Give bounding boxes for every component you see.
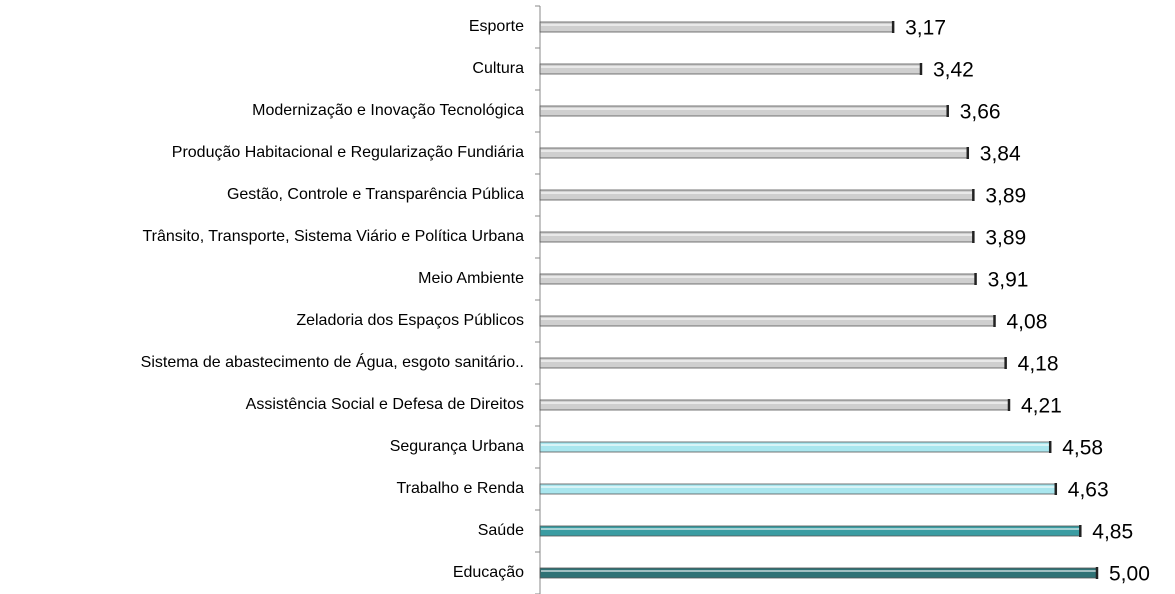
y-tick-label: Gestão, Controle e Transparência Pública (227, 186, 524, 203)
bar (539, 63, 922, 75)
bar-highlight (541, 402, 1008, 404)
bar (539, 21, 894, 33)
bar (539, 105, 949, 117)
y-tick-label: Meio Ambiente (418, 270, 524, 287)
bar (539, 483, 1057, 495)
y-tick-label: Trânsito, Transporte, Sistema Viário e P… (142, 228, 524, 245)
data-label: 4,58 (1062, 437, 1103, 460)
bar-highlight (541, 276, 975, 278)
data-label: 3,17 (905, 17, 946, 40)
bar-highlight (541, 570, 1096, 572)
bar (539, 399, 1010, 411)
data-label: 4,21 (1021, 395, 1062, 418)
bar-highlight (541, 234, 973, 236)
data-label: 3,42 (933, 59, 974, 82)
bar-highlight (541, 318, 994, 320)
bar (539, 357, 1007, 369)
y-tick-label: Trabalho e Renda (397, 480, 525, 497)
data-label: 4,08 (1007, 311, 1048, 334)
bar (539, 147, 969, 159)
y-tick-label: Assistência Social e Defesa de Direitos (246, 396, 524, 413)
y-tick-label: Esporte (469, 18, 524, 35)
data-label: 3,66 (960, 101, 1001, 124)
bar (539, 315, 995, 327)
bar (539, 189, 974, 201)
data-label: 3,89 (985, 227, 1026, 250)
bar-highlight (541, 486, 1055, 488)
bar (539, 441, 1051, 453)
bar-highlight (541, 192, 973, 194)
bar-highlight (541, 360, 1005, 362)
y-tick-label: Segurança Urbana (390, 438, 524, 455)
bar-highlight (541, 66, 920, 68)
data-label: 3,84 (980, 143, 1021, 166)
y-tick-label: Educação (453, 564, 524, 581)
data-label: 4,63 (1068, 479, 1109, 502)
data-label: 4,18 (1018, 353, 1059, 376)
y-tick-label: Produção Habitacional e Regularização Fu… (172, 144, 524, 161)
bar-highlight (541, 108, 947, 110)
bar (539, 525, 1081, 537)
y-tick-label: Modernização e Inovação Tecnológica (252, 102, 524, 119)
y-tick-label: Sistema de abastecimento de Água, esgoto… (141, 352, 524, 371)
data-label: 3,91 (988, 269, 1029, 292)
data-label: 5,00 (1109, 563, 1150, 586)
bar-highlight (541, 444, 1050, 446)
bar-highlight (541, 150, 967, 152)
bar-highlight (541, 528, 1080, 530)
bar (539, 567, 1098, 579)
bar-highlight (541, 24, 893, 26)
y-tick-label: Cultura (472, 60, 524, 77)
bar (539, 231, 974, 243)
data-label: 4,85 (1092, 521, 1133, 544)
data-label: 3,89 (985, 185, 1026, 208)
bar (539, 273, 976, 285)
y-tick-label: Saúde (478, 522, 524, 539)
y-tick-label: Zeladoria dos Espaços Públicos (296, 312, 524, 329)
